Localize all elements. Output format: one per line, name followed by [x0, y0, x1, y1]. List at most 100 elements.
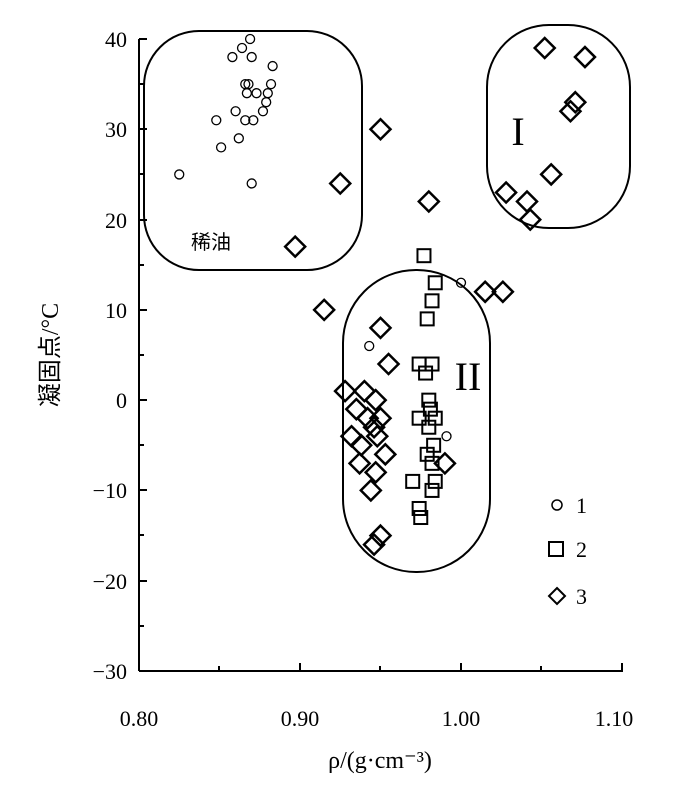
diamond-point	[491, 280, 515, 304]
square-point	[424, 482, 440, 498]
legend-square-marker	[548, 541, 564, 557]
square-point	[416, 248, 432, 264]
y-tick-label: −10	[93, 478, 127, 503]
y-tick-label: −20	[93, 569, 127, 594]
square-point	[413, 510, 429, 526]
circle-point	[215, 142, 227, 153]
x-axis-title: ρ/(g·cm⁻³)	[328, 748, 432, 774]
diamond-point	[362, 532, 386, 557]
diamond-point	[328, 171, 353, 196]
x-tick-label: 0.90	[281, 706, 320, 731]
series-3-points	[283, 36, 597, 557]
light-oil-label: 稀油	[191, 230, 231, 254]
y-axis-ticks	[139, 38, 147, 627]
y-tick-label: −30	[93, 659, 127, 684]
region-2-label: II	[455, 354, 482, 399]
diamond-point	[344, 397, 369, 421]
circle-point	[174, 169, 185, 180]
legend-item-1: 1	[551, 493, 587, 518]
circle-point	[262, 88, 273, 99]
y-axis-title: 凝固点/°C	[37, 303, 64, 407]
diamond-point	[312, 298, 336, 322]
square-point	[427, 473, 443, 489]
square-point	[419, 311, 435, 327]
diamond-point	[558, 99, 583, 123]
y-tick-label: 40	[105, 27, 127, 52]
diamond-point	[368, 117, 393, 142]
circle-point	[230, 106, 241, 117]
legend-label: 1	[576, 493, 587, 518]
diamond-point	[347, 451, 372, 476]
circle-point	[246, 178, 257, 189]
circle-point	[251, 88, 262, 99]
legend-label: 2	[576, 537, 587, 562]
y-tick-label: 10	[105, 298, 127, 323]
legend: 1 2 3	[547, 493, 587, 609]
circle-point	[240, 115, 251, 126]
diamond-point	[368, 523, 393, 548]
diamond-point	[433, 451, 457, 476]
y-tick-label: 30	[105, 117, 127, 142]
diamond-point	[515, 189, 539, 214]
diamond-point	[473, 280, 497, 304]
square-point	[418, 365, 434, 381]
y-tick-label: 0	[116, 388, 127, 413]
square-point	[422, 401, 438, 417]
diamond-point	[376, 352, 401, 376]
legend-item-3: 3	[547, 584, 587, 609]
legend-label: 3	[576, 584, 587, 609]
circle-point	[227, 51, 238, 63]
circle-point	[455, 277, 467, 288]
circle-point	[257, 106, 269, 117]
data-markers	[174, 33, 597, 557]
diamond-point	[352, 379, 377, 403]
square-point	[411, 410, 427, 426]
diamond-point	[333, 379, 357, 403]
circle-point	[261, 97, 272, 108]
x-tick-label: 0.80	[120, 706, 159, 731]
circle-point	[265, 78, 277, 90]
square-point	[411, 500, 427, 516]
diamond-point	[362, 415, 386, 439]
diamond-point	[283, 234, 307, 259]
diamond-point	[363, 388, 388, 412]
diamond-point	[563, 90, 588, 114]
circle-point	[241, 88, 253, 99]
circle-point	[243, 78, 254, 90]
legend-diamond-marker	[547, 586, 567, 606]
diamond-point	[539, 162, 563, 187]
series-2-points	[405, 248, 443, 526]
diamond-point	[417, 189, 441, 214]
legend-item-2: 2	[548, 537, 587, 562]
square-point	[424, 455, 440, 471]
diamond-point	[518, 207, 542, 232]
circle-point	[211, 115, 222, 126]
y-tick-labels: 40 30 20 10 0 −10 −20 −30	[93, 27, 127, 684]
region-outlines	[143, 24, 631, 573]
series-1-points	[174, 33, 467, 442]
square-point	[421, 419, 437, 435]
legend-circle-marker	[551, 499, 563, 511]
circle-point	[248, 115, 259, 126]
diamond-point	[363, 460, 388, 485]
circle-point	[364, 340, 375, 352]
diamond-point	[494, 180, 518, 205]
y-tick-label: 20	[105, 208, 127, 233]
circle-point	[233, 133, 244, 144]
diamond-point	[573, 45, 597, 69]
diamond-point	[373, 442, 398, 467]
x-tick-label: 1.00	[442, 706, 481, 731]
axes	[138, 39, 623, 672]
circle-point	[236, 42, 248, 54]
diamond-point	[359, 478, 383, 503]
x-tick-label: 1.10	[595, 706, 634, 731]
region-1-outline	[486, 24, 631, 229]
square-point	[421, 392, 437, 408]
square-point	[419, 446, 435, 462]
circle-point	[246, 51, 257, 63]
diamond-point	[368, 316, 393, 340]
circle-point	[267, 60, 278, 72]
circle-point	[441, 431, 452, 442]
light-oil-region-outline	[143, 30, 363, 271]
